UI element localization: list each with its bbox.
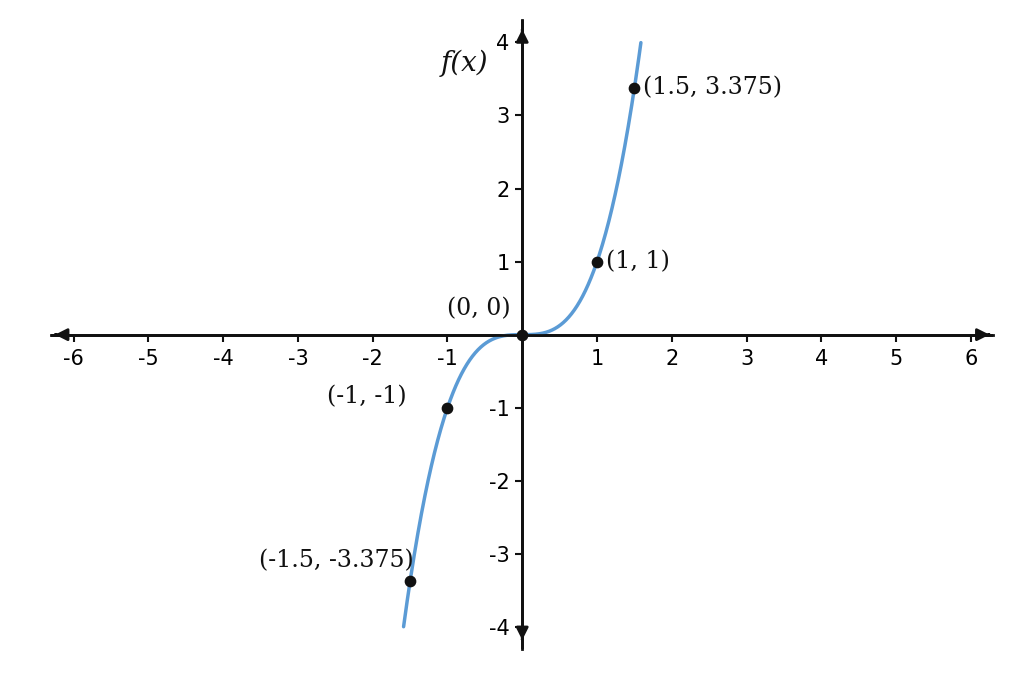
Text: f(x): f(x) — [441, 50, 488, 77]
Text: (1.5, 3.375): (1.5, 3.375) — [643, 76, 782, 100]
Text: (-1.5, -3.375): (-1.5, -3.375) — [259, 550, 414, 572]
Point — [514, 329, 530, 340]
Text: (1, 1): (1, 1) — [606, 250, 670, 273]
Point — [627, 83, 643, 94]
Point — [401, 576, 418, 587]
Point — [439, 402, 456, 413]
Point — [589, 256, 605, 267]
Text: (0, 0): (0, 0) — [447, 298, 511, 320]
Text: (-1, -1): (-1, -1) — [327, 385, 407, 408]
